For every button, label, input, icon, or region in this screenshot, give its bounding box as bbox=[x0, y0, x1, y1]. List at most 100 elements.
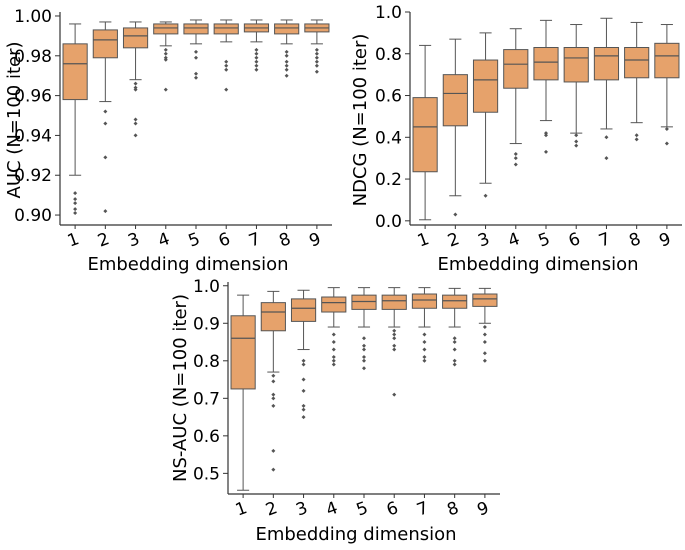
ndcg-outlier bbox=[634, 133, 639, 138]
ns-auc-ytick-label: 0.6 bbox=[193, 427, 220, 447]
auc-xtick-label: 3 bbox=[125, 229, 142, 251]
auc-y-axis-label: AUC (N=100 iter) bbox=[4, 42, 25, 199]
auc-outlier bbox=[73, 197, 78, 202]
auc-outlier bbox=[284, 63, 289, 68]
auc-box bbox=[274, 23, 300, 35]
ndcg-ytick-label: 0.6 bbox=[375, 87, 402, 107]
ns-auc-box-group bbox=[351, 287, 377, 371]
ns-auc-box-group bbox=[411, 287, 438, 363]
auc-outlier bbox=[194, 55, 198, 60]
ndcg-boxplot-panel: 0.0 0.2 0.4 0.6 0.8 1.0 1 2 3 4 5 6 7 8 … bbox=[350, 3, 682, 275]
ns-auc-outlier bbox=[452, 340, 457, 345]
auc-box-group bbox=[92, 21, 118, 214]
auc-outlier bbox=[103, 209, 108, 214]
ndcg-tick-labels: 0.0 0.2 0.4 0.6 0.8 1.0 1 2 3 4 5 6 7 8 … bbox=[375, 3, 674, 252]
auc-ytick-label: 1.00 bbox=[14, 7, 52, 27]
ndcg-marks bbox=[405, 11, 682, 229]
ns-auc-box bbox=[472, 293, 498, 307]
ndcg-outlier bbox=[634, 137, 639, 142]
ns-auc-xtick-label: 1 bbox=[233, 498, 250, 520]
auc-outlier bbox=[133, 121, 138, 126]
auc-outlier bbox=[163, 87, 168, 92]
auc-ytick-label: 0.98 bbox=[14, 47, 52, 67]
auc-ytick-label: 0.96 bbox=[14, 87, 52, 107]
ns-auc-y-axis-label: NS-AUC (N=100 iter) bbox=[170, 294, 191, 482]
ns-auc-outlier bbox=[301, 377, 306, 382]
ndcg-outlier bbox=[544, 133, 548, 138]
ns-auc-outlier bbox=[452, 336, 457, 341]
ns-auc-outlier bbox=[362, 343, 366, 348]
ns-auc-outlier bbox=[482, 351, 487, 356]
ns-auc-outlier bbox=[392, 343, 397, 348]
ns-auc-xtick-label: 2 bbox=[263, 498, 280, 520]
auc-boxplot-panel: 0.90 0.92 0.94 0.96 0.98 1.00 1 2 3 4 5 … bbox=[4, 7, 332, 275]
ndcg-outlier bbox=[604, 156, 609, 161]
auc-box-group bbox=[183, 19, 209, 80]
ndcg-xtick-label: 5 bbox=[536, 229, 553, 251]
ndcg-y-axis-label: NDCG (N=100 iter) bbox=[350, 34, 371, 207]
ns-auc-outlier bbox=[482, 358, 487, 363]
ns-auc-outlier bbox=[422, 355, 427, 360]
auc-outlier bbox=[224, 63, 229, 68]
auc-box bbox=[122, 27, 149, 49]
ns-auc-outlier bbox=[271, 373, 276, 378]
ndcg-ytick-label: 1.0 bbox=[375, 3, 402, 23]
ns-auc-outlier bbox=[271, 379, 276, 384]
ndcg-box-group bbox=[472, 32, 499, 198]
ns-auc-box-group bbox=[230, 294, 256, 491]
ns-auc-xtick-label: 9 bbox=[475, 498, 492, 520]
ndcg-x-axis-label: Embedding dimension bbox=[437, 254, 638, 275]
ns-auc-ytick-label: 0.5 bbox=[193, 464, 220, 484]
auc-box bbox=[153, 23, 179, 35]
ns-auc-outlier bbox=[301, 407, 306, 412]
auc-outlier bbox=[314, 47, 319, 52]
auc-outlier bbox=[314, 63, 319, 68]
auc-outlier bbox=[314, 69, 319, 74]
auc-outlier bbox=[73, 211, 78, 216]
auc-outlier bbox=[284, 59, 289, 64]
ns-auc-outlier bbox=[301, 362, 306, 367]
ns-auc-outlier bbox=[482, 340, 487, 345]
ns-auc-outlier bbox=[422, 340, 427, 345]
ndcg-xtick-label: 3 bbox=[475, 229, 492, 251]
ndcg-outlier bbox=[604, 135, 609, 140]
ns-auc-outlier bbox=[271, 396, 276, 401]
ndcg-outlier bbox=[544, 149, 548, 154]
ns-auc-boxplot-panel: 0.5 0.6 0.7 0.8 0.9 1.0 1 2 3 4 5 6 7 8 … bbox=[170, 277, 500, 545]
ndcg-outlier bbox=[513, 156, 518, 161]
ns-auc-marks bbox=[223, 282, 500, 498]
ns-auc-box bbox=[230, 315, 256, 390]
ns-auc-outlier bbox=[392, 328, 397, 333]
auc-outlier bbox=[133, 87, 138, 92]
auc-ytick-label: 0.90 bbox=[14, 206, 52, 226]
ns-auc-xtick-label: 6 bbox=[384, 498, 401, 520]
ndcg-xtick-label: 6 bbox=[566, 229, 583, 251]
auc-marks bbox=[55, 12, 332, 229]
ns-auc-outlier bbox=[271, 403, 276, 408]
ndcg-ytick-label: 0.8 bbox=[375, 45, 402, 65]
ndcg-xtick-label: 1 bbox=[415, 229, 432, 251]
ns-auc-outlier bbox=[482, 332, 487, 337]
ns-auc-xtick-label: 3 bbox=[293, 498, 310, 520]
ndcg-box-group bbox=[624, 21, 650, 142]
auc-outlier bbox=[254, 51, 259, 56]
ns-auc-box bbox=[411, 293, 438, 309]
ndcg-box-group bbox=[442, 38, 468, 217]
auc-outlier bbox=[314, 59, 319, 64]
ndcg-xtick-label: 9 bbox=[657, 229, 674, 251]
auc-outlier bbox=[284, 73, 289, 78]
auc-box-group bbox=[243, 19, 270, 72]
ns-auc-outlier bbox=[331, 362, 336, 367]
ns-auc-xtick-label: 7 bbox=[414, 498, 431, 520]
ns-auc-box-group bbox=[290, 289, 317, 420]
auc-box-group bbox=[122, 21, 149, 138]
ns-auc-box bbox=[442, 294, 468, 309]
ndcg-box bbox=[533, 47, 559, 81]
ns-auc-outlier bbox=[452, 362, 457, 367]
ndcg-xtick-label: 4 bbox=[506, 229, 523, 251]
auc-box-group bbox=[304, 19, 330, 74]
auc-box bbox=[92, 29, 118, 59]
ns-auc-outlier bbox=[362, 336, 366, 341]
auc-outlier bbox=[163, 51, 168, 56]
ndcg-box bbox=[563, 47, 589, 83]
